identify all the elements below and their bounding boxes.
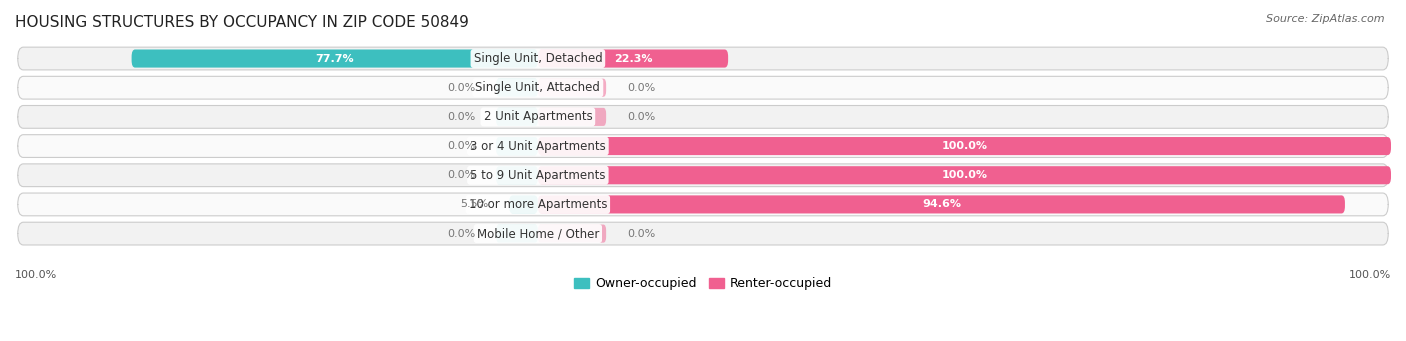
Text: 5 to 9 Unit Apartments: 5 to 9 Unit Apartments — [470, 169, 606, 182]
FancyBboxPatch shape — [18, 76, 1388, 99]
Text: Single Unit, Attached: Single Unit, Attached — [475, 81, 600, 94]
Text: Mobile Home / Other: Mobile Home / Other — [477, 227, 599, 240]
Text: 100.0%: 100.0% — [15, 270, 58, 280]
FancyBboxPatch shape — [18, 47, 1388, 70]
Text: 0.0%: 0.0% — [447, 170, 475, 180]
FancyBboxPatch shape — [538, 195, 1346, 213]
FancyBboxPatch shape — [18, 222, 1388, 245]
FancyBboxPatch shape — [496, 166, 538, 184]
Text: Source: ZipAtlas.com: Source: ZipAtlas.com — [1267, 14, 1385, 24]
Text: 100.0%: 100.0% — [942, 170, 987, 180]
FancyBboxPatch shape — [496, 79, 538, 97]
FancyBboxPatch shape — [538, 49, 728, 68]
Text: 2 Unit Apartments: 2 Unit Apartments — [484, 110, 592, 123]
FancyBboxPatch shape — [538, 108, 606, 126]
Text: 10 or more Apartments: 10 or more Apartments — [468, 198, 607, 211]
FancyBboxPatch shape — [18, 105, 1388, 128]
Text: HOUSING STRUCTURES BY OCCUPANCY IN ZIP CODE 50849: HOUSING STRUCTURES BY OCCUPANCY IN ZIP C… — [15, 15, 468, 30]
Text: 0.0%: 0.0% — [447, 83, 475, 93]
Text: 0.0%: 0.0% — [627, 228, 655, 239]
Text: 5.5%: 5.5% — [460, 199, 488, 209]
FancyBboxPatch shape — [509, 195, 538, 213]
Text: 22.3%: 22.3% — [614, 54, 652, 63]
Text: 100.0%: 100.0% — [1348, 270, 1391, 280]
FancyBboxPatch shape — [18, 193, 1388, 216]
Text: 0.0%: 0.0% — [447, 228, 475, 239]
Text: 0.0%: 0.0% — [447, 112, 475, 122]
FancyBboxPatch shape — [496, 137, 538, 155]
FancyBboxPatch shape — [538, 166, 1391, 184]
Text: Single Unit, Detached: Single Unit, Detached — [474, 52, 602, 65]
FancyBboxPatch shape — [538, 79, 606, 97]
Text: 94.6%: 94.6% — [922, 199, 960, 209]
FancyBboxPatch shape — [538, 225, 606, 243]
Text: 0.0%: 0.0% — [627, 83, 655, 93]
FancyBboxPatch shape — [132, 49, 538, 68]
Text: 3 or 4 Unit Apartments: 3 or 4 Unit Apartments — [470, 139, 606, 152]
Legend: Owner-occupied, Renter-occupied: Owner-occupied, Renter-occupied — [568, 272, 838, 295]
FancyBboxPatch shape — [496, 108, 538, 126]
Text: 100.0%: 100.0% — [942, 141, 987, 151]
FancyBboxPatch shape — [538, 137, 1391, 155]
FancyBboxPatch shape — [18, 164, 1388, 187]
Text: 0.0%: 0.0% — [627, 112, 655, 122]
Text: 0.0%: 0.0% — [447, 141, 475, 151]
Text: 77.7%: 77.7% — [315, 54, 354, 63]
FancyBboxPatch shape — [496, 225, 538, 243]
FancyBboxPatch shape — [18, 135, 1388, 158]
